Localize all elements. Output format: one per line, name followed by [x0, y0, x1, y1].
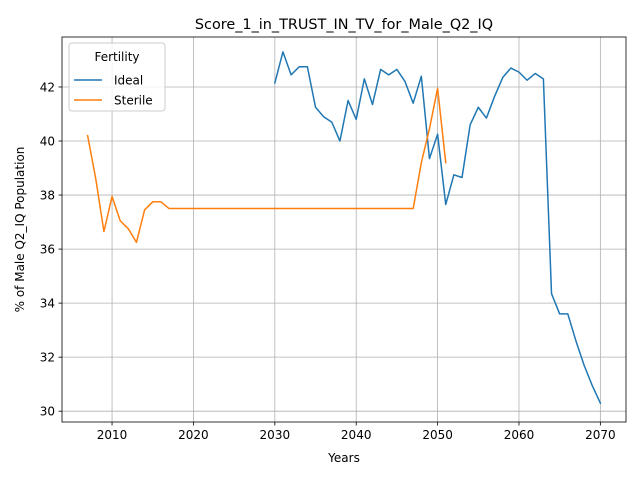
x-tick-label: 2060 [504, 428, 535, 442]
chart-title: Score_1_in_TRUST_IN_TV_for_Male_Q2_IQ [195, 17, 493, 33]
series-line-sterile [86, 87, 447, 244]
x-tick-label: 2070 [585, 428, 616, 442]
x-tick-label: 2040 [341, 428, 372, 442]
legend-title: Fertility [94, 50, 139, 64]
grid [62, 37, 626, 422]
y-tick-label: 30 [40, 405, 55, 419]
x-tick-label: 2050 [422, 428, 453, 442]
x-tick-label: 2020 [178, 428, 209, 442]
y-tick-label: 32 [40, 351, 55, 365]
x-tick-label: 2010 [97, 428, 128, 442]
legend-label-sterile: Sterile [114, 94, 153, 108]
legend: Fertility Ideal Sterile [68, 42, 166, 112]
y-tick-label: 38 [40, 189, 55, 203]
legend-box [68, 42, 166, 112]
y-tick-label: 34 [40, 297, 55, 311]
series-lines [86, 51, 602, 405]
series-line-ideal [273, 51, 602, 405]
legend-items: Ideal Sterile [74, 74, 153, 108]
y-tick-label: 42 [40, 80, 55, 94]
x-axis-label: Years [327, 451, 360, 465]
legend-label-ideal: Ideal [114, 74, 143, 88]
x-tick-label: 2030 [260, 428, 291, 442]
plot-frame [61, 36, 627, 423]
y-tick-label: 36 [40, 243, 55, 257]
axis-ticks: 2010 2020 2030 2040 2050 2060 2070 30 32 34 36 38 40… [40, 80, 616, 442]
y-axis-label: % of Male Q2_IQ Population [13, 147, 27, 313]
y-tick-label: 40 [40, 135, 55, 149]
